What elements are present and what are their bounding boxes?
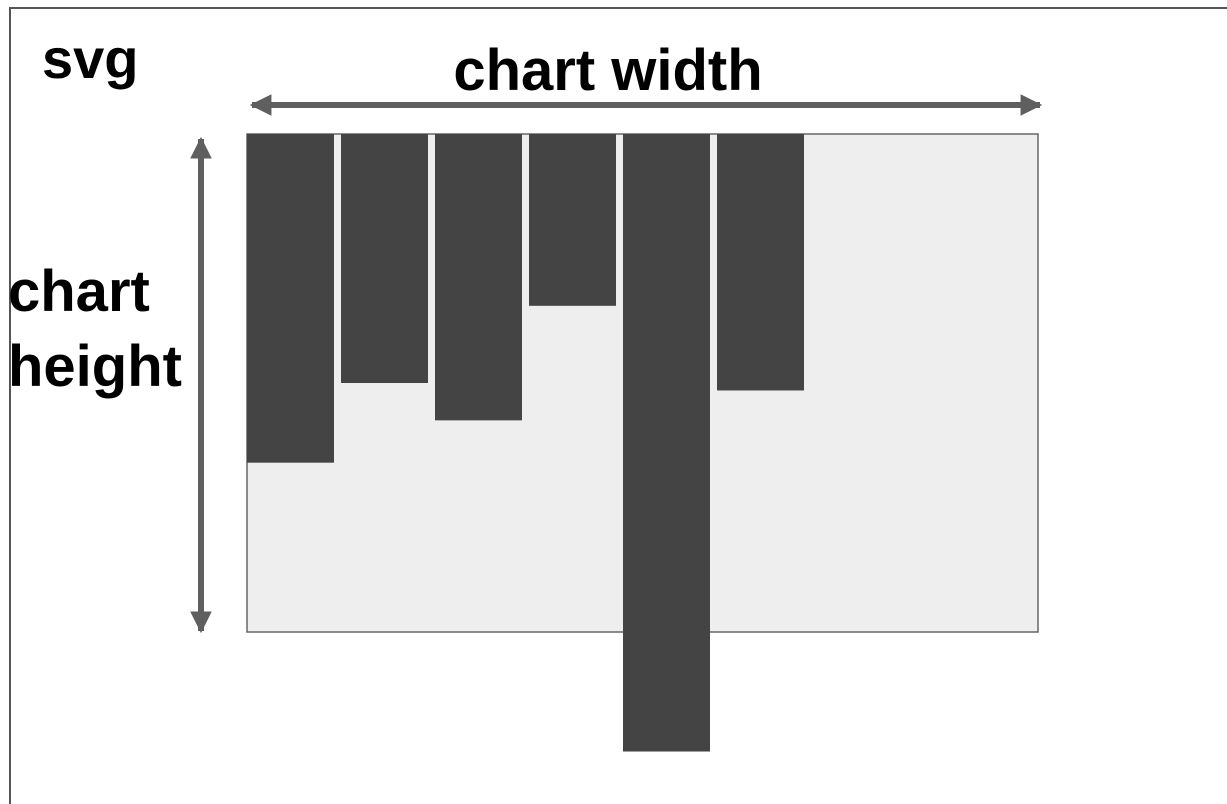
bar-1 [247,134,334,463]
bar-4 [529,134,616,306]
bars-group [247,134,804,752]
chart-width-label: chart width [453,38,762,103]
bar-2 [341,134,428,383]
bar-6 [717,134,804,391]
svg-label: svg [42,27,139,90]
bar-3 [435,134,522,421]
bar-5 [623,134,710,752]
chart-height-label-line2: height [8,334,182,399]
chart-height-label-line1: chart [8,259,150,324]
